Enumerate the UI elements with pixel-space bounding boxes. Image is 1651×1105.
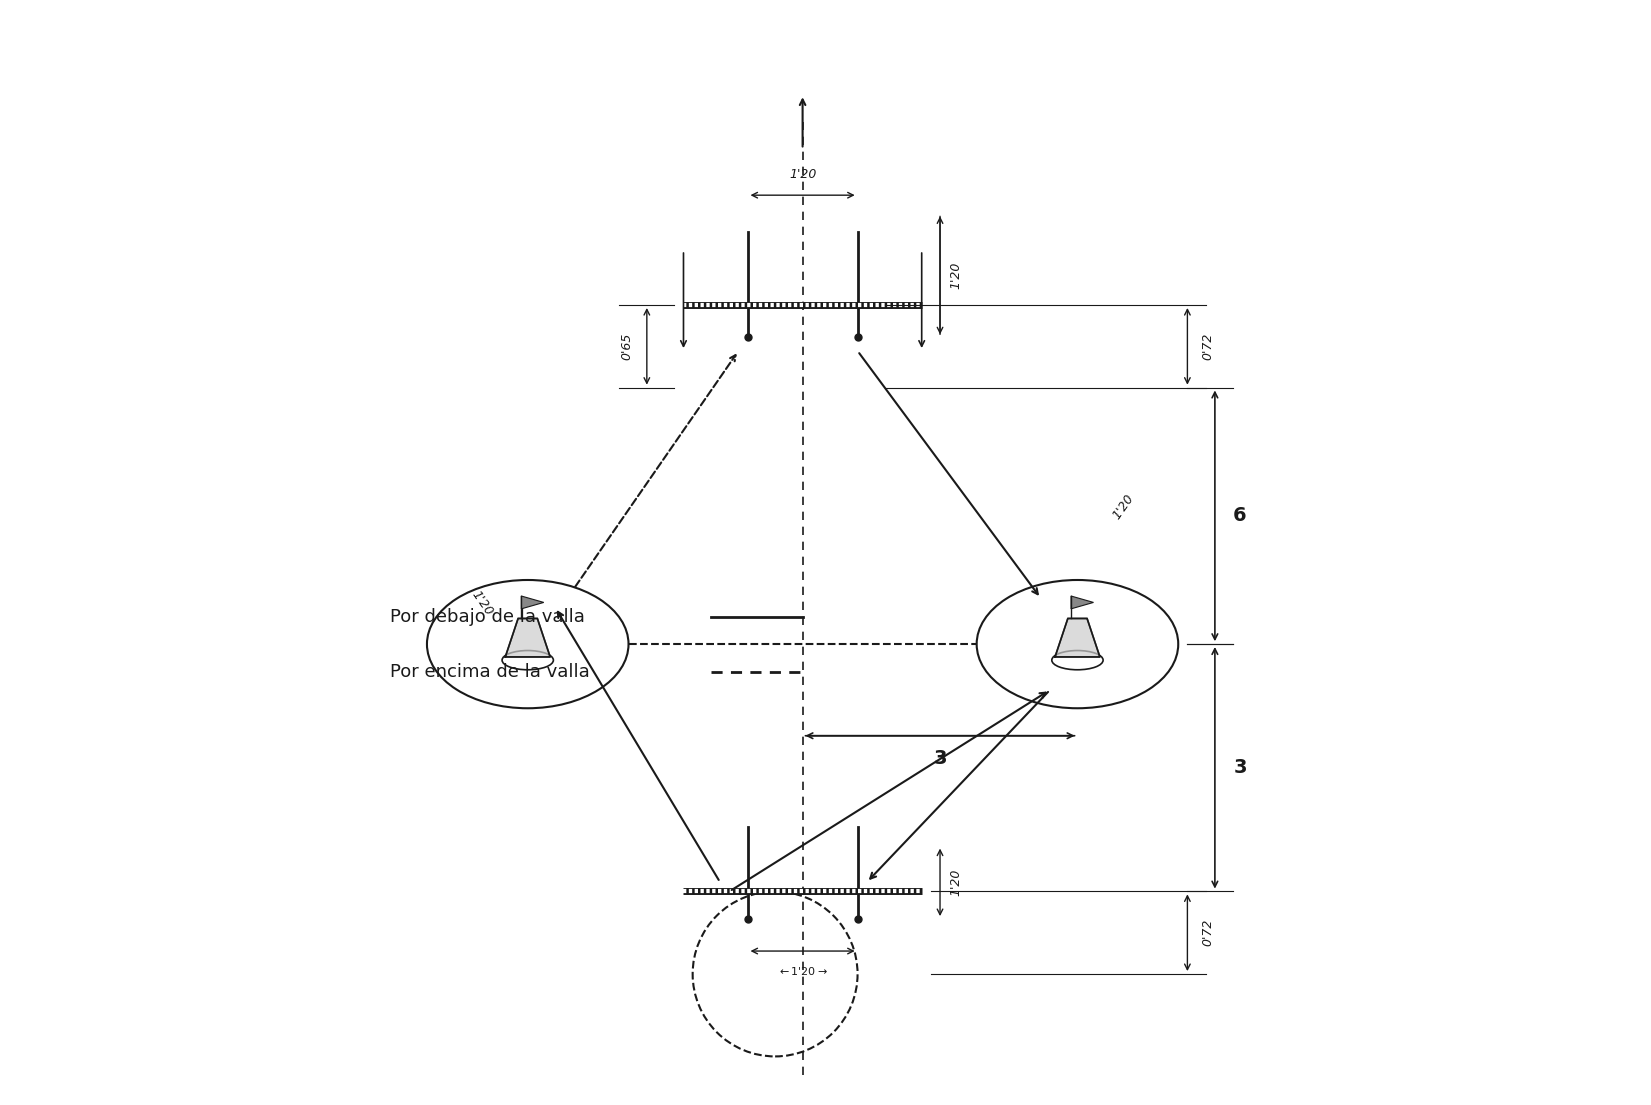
Text: 1'20: 1'20 bbox=[1109, 492, 1136, 522]
Polygon shape bbox=[1055, 619, 1100, 657]
Text: 1'20: 1'20 bbox=[789, 168, 816, 181]
Text: Por encima de la valla: Por encima de la valla bbox=[390, 663, 589, 681]
Text: 1'20: 1'20 bbox=[469, 588, 495, 618]
Text: 0'72: 0'72 bbox=[1202, 919, 1213, 946]
Text: 3: 3 bbox=[1233, 758, 1247, 777]
Text: Por debajo de la valla: Por debajo de la valla bbox=[390, 608, 584, 625]
Text: 0'72: 0'72 bbox=[1202, 333, 1213, 360]
Polygon shape bbox=[522, 596, 543, 609]
Text: 0'65: 0'65 bbox=[621, 333, 632, 360]
Text: 6: 6 bbox=[1233, 506, 1247, 525]
Polygon shape bbox=[1071, 596, 1093, 609]
Text: 1'20: 1'20 bbox=[949, 869, 963, 896]
Polygon shape bbox=[505, 619, 550, 657]
Text: 3: 3 bbox=[933, 749, 946, 768]
Text: 1'20: 1'20 bbox=[949, 262, 963, 290]
Text: $\leftarrow$1'20$\rightarrow$: $\leftarrow$1'20$\rightarrow$ bbox=[778, 965, 829, 977]
